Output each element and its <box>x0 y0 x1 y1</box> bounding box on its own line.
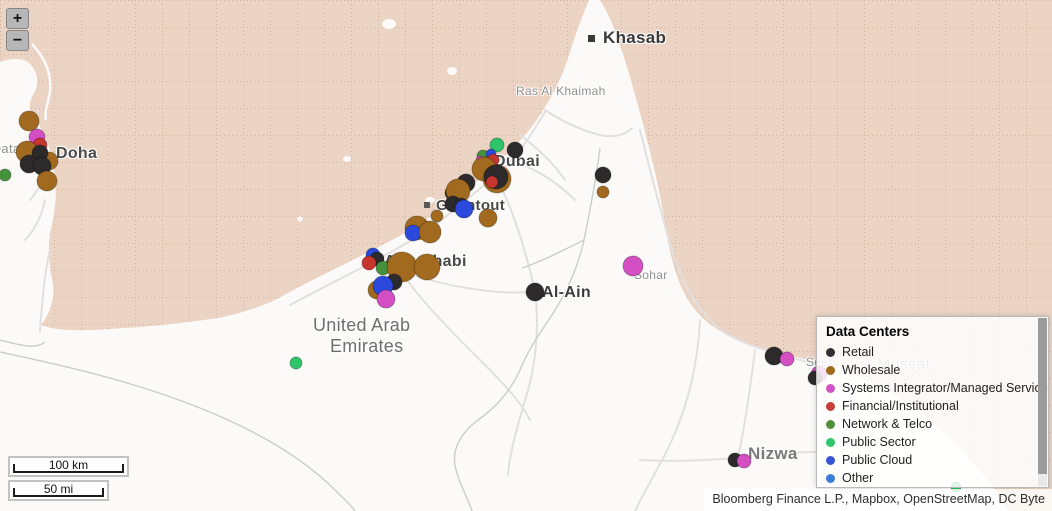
marker-si_ms[interactable] <box>376 289 396 309</box>
scale-bar-mi: 50 mi <box>8 480 109 501</box>
scale-mi-rule <box>13 488 104 497</box>
marker-wholesale[interactable] <box>430 209 444 223</box>
marker-public_sector[interactable] <box>489 137 505 153</box>
legend-dot-icon <box>826 419 835 429</box>
legend-item-label: Public Cloud <box>842 453 913 467</box>
legend-title: Data Centers <box>826 324 910 339</box>
marker-si_ms[interactable] <box>779 351 795 367</box>
legend-item-wholesale[interactable]: Wholesale <box>817 361 1048 379</box>
legend-item-telco[interactable]: Network & Telco <box>817 415 1048 433</box>
legend-item-label: Network & Telco <box>842 417 933 431</box>
map-label-sohar: Sohar <box>634 268 668 282</box>
marker-public_sector[interactable] <box>289 356 303 370</box>
map-label-nizwa: Nizwa <box>748 444 798 463</box>
marker-retail[interactable] <box>594 166 612 184</box>
legend-dot-icon <box>826 383 835 393</box>
scale-km-rule <box>13 464 124 473</box>
legend-items: Retail Wholesale Systems Integrator/Manage… <box>817 343 1048 487</box>
legend-item-label: Other <box>842 471 874 485</box>
legend-item-label: Public Sector <box>842 435 916 449</box>
legend-item-financial[interactable]: Financial/Institutional <box>817 397 1048 415</box>
marker-public_cloud[interactable] <box>454 199 474 219</box>
legend-item-public_sector[interactable]: Public Sector <box>817 433 1048 451</box>
marker-financial[interactable] <box>485 175 499 189</box>
map-label-ras-al-khaimah: Ras Al Khaimah <box>516 84 606 98</box>
marker-si_ms[interactable] <box>622 255 644 277</box>
map-label-uae-line2: Emirates <box>330 336 404 356</box>
map-label-khasab: Khasab <box>603 28 667 47</box>
marker-wholesale[interactable] <box>18 110 40 132</box>
marker-wholesale[interactable] <box>596 185 610 199</box>
map-label-uae-line1: United Arab <box>313 315 411 335</box>
map-label-dubai: Dubai <box>494 153 540 170</box>
legend-dot-icon <box>826 401 835 411</box>
zoom-controls: + − <box>6 8 29 51</box>
marker-wholesale[interactable] <box>413 253 441 281</box>
legend-item-label: Wholesale <box>842 363 901 377</box>
marker-retail[interactable] <box>506 141 524 159</box>
marker-wholesale[interactable] <box>36 170 58 192</box>
islands <box>297 19 457 222</box>
zoom-out-button[interactable]: − <box>6 30 29 51</box>
legend-item-public_cloud[interactable]: Public Cloud <box>817 451 1048 469</box>
legend-item-label: Retail <box>842 345 874 359</box>
legend-dot-icon <box>826 347 835 357</box>
marker-financial[interactable] <box>361 255 377 271</box>
legend-item-label: Financial/Institutional <box>842 399 959 413</box>
sea-route <box>31 43 52 121</box>
marker-telco[interactable] <box>0 168 12 182</box>
legend-item-other[interactable]: Other <box>817 469 1048 487</box>
marker-wholesale[interactable] <box>418 220 442 244</box>
zoom-in-button[interactable]: + <box>6 8 29 29</box>
legend-panel: Data Centers Retail Wholesale Systems Inte… <box>816 316 1049 488</box>
legend-item-label: Systems Integrator/Managed Service <box>842 381 1048 395</box>
scale-bar-km: 100 km <box>8 456 129 477</box>
marker-si_ms[interactable] <box>736 453 752 469</box>
legend-dot-icon <box>826 437 835 447</box>
legend-item-retail[interactable]: Retail <box>817 343 1048 361</box>
scale-km-label: 100 km <box>48 458 89 472</box>
legend-dot-icon <box>826 473 835 483</box>
town-marker-ghantout <box>424 202 430 208</box>
map-label-doha: Doha <box>56 145 98 162</box>
marker-retail[interactable] <box>525 282 545 302</box>
scale-mi-label: 50 mi <box>43 482 74 496</box>
legend-dot-icon <box>826 365 835 375</box>
legend-item-si_ms[interactable]: Systems Integrator/Managed Service <box>817 379 1048 397</box>
legend-dot-icon <box>826 455 835 465</box>
legend-scrollbar-thumb[interactable] <box>1038 318 1047 475</box>
marker-wholesale[interactable] <box>478 208 498 228</box>
map-attribution: Bloomberg Finance L.P., Mapbox, OpenStre… <box>704 489 1052 511</box>
town-marker-khasab <box>588 35 595 42</box>
map-label-al-ain: Al-Ain <box>542 284 591 301</box>
legend-scrollbar-track[interactable] <box>1038 318 1047 486</box>
admin-borders <box>0 147 601 511</box>
